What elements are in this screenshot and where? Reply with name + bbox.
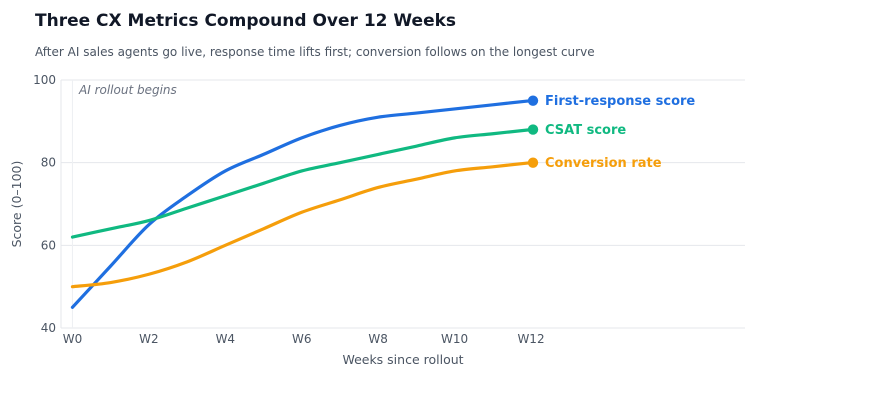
series-end-dot-0 — [527, 95, 539, 106]
y-tick-label: 100 — [33, 73, 56, 87]
series-end-dot-1 — [527, 124, 539, 135]
x-tick-label: W10 — [441, 332, 468, 346]
x-tick-label: W12 — [517, 332, 544, 346]
series-label-0: First-response score — [545, 94, 695, 109]
series-lines — [70, 99, 533, 309]
x-axis-label: Weeks since rollout — [342, 352, 463, 367]
grid-lines — [60, 79, 745, 329]
x-tick-label: W2 — [139, 332, 159, 346]
y-tick-label: 60 — [41, 238, 56, 252]
x-tick-label: W6 — [292, 332, 312, 346]
y-tick-label: 40 — [41, 321, 56, 335]
x-axis-ticks: W0 W2 W4 W6 W8 W10 W12 — [63, 332, 545, 346]
y-tick-label: 80 — [41, 156, 56, 170]
x-tick-label: W8 — [368, 332, 388, 346]
chart-title: Three CX Metrics Compound Over 12 Weeks — [35, 11, 457, 31]
chart-subtitle: After AI sales agents go live, response … — [35, 45, 595, 59]
series-line-1 — [70, 128, 533, 239]
series-end-labels: First-response score CSAT score Conversion… — [527, 94, 695, 171]
y-axis-ticks: 40 60 80 100 — [33, 73, 56, 335]
x-tick-label: W4 — [216, 332, 236, 346]
rollout-annotation: AI rollout begins — [78, 83, 177, 97]
series-label-2: Conversion rate — [545, 156, 662, 171]
y-axis-label: Score (0–100) — [9, 161, 24, 248]
series-label-1: CSAT score — [545, 123, 626, 138]
x-tick-label: W0 — [63, 332, 83, 346]
series-line-2 — [70, 161, 533, 289]
series-line-0 — [70, 99, 533, 309]
series-end-dot-2 — [527, 157, 539, 168]
